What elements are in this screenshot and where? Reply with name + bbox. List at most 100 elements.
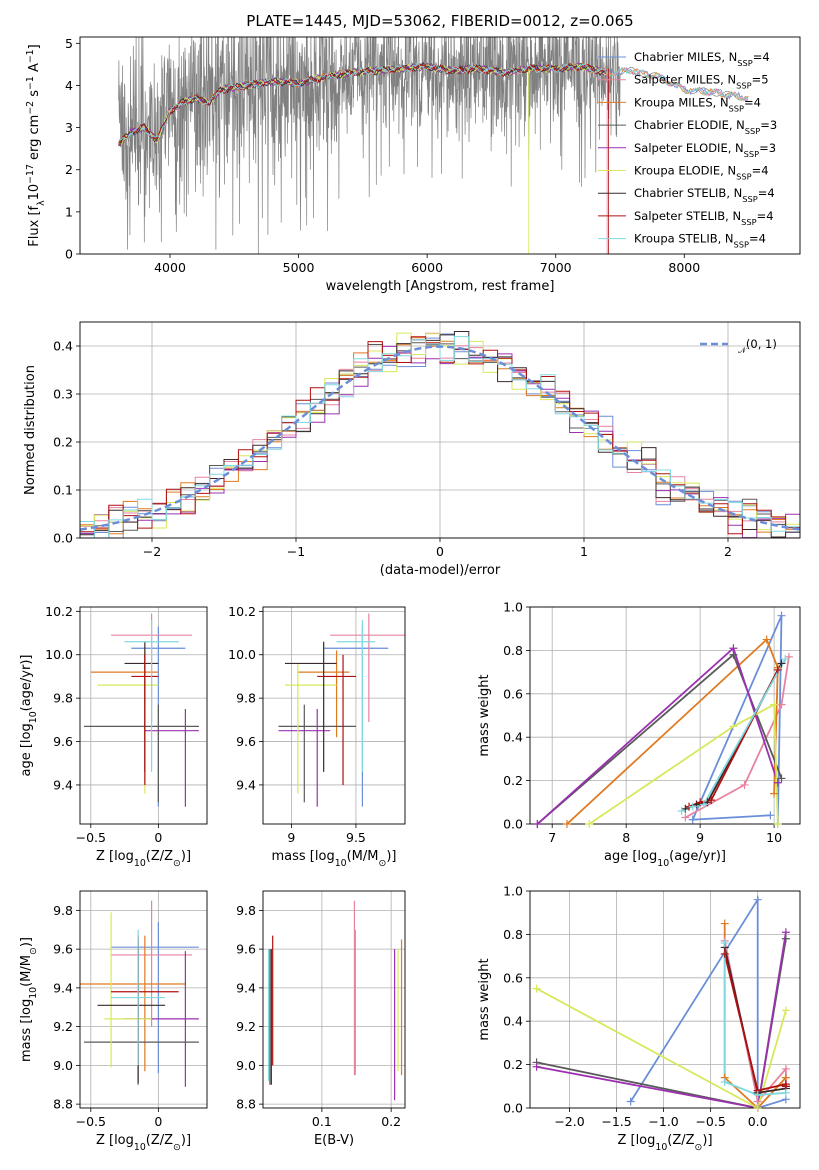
mass-weight-series-4 [536, 938, 787, 1108]
text-segment: (Z/Z [146, 1133, 173, 1148]
y-tick-label: 9.6 [236, 734, 256, 749]
x-tick-label: 9 [696, 830, 704, 845]
mass-weight-series-2 [684, 656, 790, 819]
text-segment: s [27, 90, 42, 101]
mass-weight-point [781, 928, 790, 937]
y-tick-label: 3 [65, 120, 73, 135]
plot-area [84, 613, 199, 807]
x-tick-label: 0.1 [312, 1114, 332, 1129]
text-segment: =4 [753, 50, 770, 64]
text-segment: Normed distribution [23, 365, 38, 495]
y-tick-label: 8.8 [53, 1097, 73, 1112]
x-axis-label: E(B-V) [314, 1133, 354, 1148]
legend-label-1: Chabrier MILES, NSSP=4 [634, 50, 770, 68]
y-axis-label: age [log10(age/yr)] [19, 655, 39, 777]
y-tick-label: 9.6 [53, 942, 73, 957]
y-tick-label: 0.0 [503, 817, 523, 832]
mass-weight-point [720, 949, 729, 958]
text-segment: ] [27, 44, 42, 49]
text-segment: Z [log [617, 1133, 655, 1148]
y-tick-label: 9.4 [53, 980, 73, 995]
axes-frame [262, 890, 406, 1109]
text-segment: )] [181, 1133, 191, 1148]
text-segment: =3 [759, 141, 776, 155]
text-segment: Flux [f [27, 205, 42, 246]
mass-weight-point [707, 796, 716, 805]
mass-weight-point [753, 1090, 762, 1099]
mass-weight-point [766, 811, 775, 820]
panel-mass_weight_vs_Z: −2.0 −1.5 −1.0 −0.5 0.0 0.0 0.2 0.4 0.6 0.8 1.0 Z [… [477, 884, 801, 1153]
text-segment: Chabrier MILES, N [634, 50, 737, 64]
mass-weight-point [681, 804, 690, 813]
text-segment: (Z/Z [667, 1133, 694, 1148]
text-segment: −2 [25, 101, 36, 115]
x-tick-label: 8 [622, 830, 630, 845]
plot-area [80, 900, 199, 1087]
x-axis-label: wavelength [Angstrom, rest frame] [326, 279, 555, 294]
text-segment: =4 [758, 186, 775, 200]
mass-weight-point [729, 644, 738, 653]
text-segment: SSP [734, 240, 749, 250]
text-segment: Salpeter MILES, N [634, 73, 736, 87]
y-tick-label: 1.0 [503, 600, 523, 615]
text-segment: =4 [744, 95, 761, 109]
mass-weight-point [777, 611, 786, 620]
y-tick-label: 1.0 [503, 884, 523, 899]
legend-label-3: Kroupa MILES, NSSP=4 [634, 95, 761, 113]
plot-area [118, 37, 749, 254]
plot-area [536, 615, 790, 824]
text-segment: −17 [25, 164, 36, 184]
mass-weight-point [562, 820, 571, 828]
y-tick-label: 8.8 [236, 1097, 256, 1112]
text-segment: 10 [655, 1142, 667, 1153]
y-axis-label: Normed distribution [23, 365, 38, 495]
x-tick-label: −2 [143, 544, 161, 559]
x-tick-label: 0 [154, 1114, 162, 1129]
x-tick-label: −1 [287, 544, 305, 559]
y-tick-label: 9.4 [236, 980, 256, 995]
mass-weight-point [777, 774, 786, 783]
y-tick-label: 10.0 [45, 647, 73, 662]
text-segment: (Z/Z [146, 849, 173, 864]
text-segment: (age/yr)] [19, 655, 34, 712]
text-segment: λ [36, 200, 47, 206]
x-tick-label: 7000 [540, 260, 572, 275]
y-tick-label: 9.2 [53, 1019, 73, 1034]
text-segment: E(B-V) [314, 1133, 354, 1148]
mass-weight-point [532, 1062, 541, 1071]
y-tick-label: 9.6 [53, 734, 73, 749]
axes-frame [79, 890, 208, 1109]
y-tick-label: 0.6 [503, 686, 523, 701]
text-segment: −1 [25, 76, 36, 90]
x-tick-label: −0.5 [695, 1114, 725, 1129]
y-tick-label: 0.0 [53, 531, 73, 546]
mass-weight-point [740, 780, 749, 789]
mass-weight-point [773, 665, 782, 674]
mass-weight-series-5 [536, 932, 787, 1108]
text-segment: mass weight [477, 674, 492, 756]
text-segment: SSP [745, 126, 760, 136]
mass-weight-point [729, 722, 738, 731]
y-tick-label: 10.0 [228, 647, 256, 662]
text-segment: 10 [28, 711, 39, 723]
mass-weight-series-9 [723, 943, 786, 1096]
normal-legend-label: 𝒩(0, 1) [738, 337, 777, 355]
axes-frame [79, 36, 801, 255]
panel-mass_vs_Z: −0.5 08.89.09.29.49.69.8Z [log10(Z/Z⊙)]ma… [19, 890, 208, 1153]
text-segment: Salpeter STELIB, N [634, 209, 741, 223]
panel-mass_vs_ebv: 0.1 0.2 8.8 9.0 9.2 9.4 9.6 9.8 E(B-V) [236, 890, 406, 1148]
text-segment: SSP [729, 103, 744, 113]
plot-area [278, 613, 405, 807]
mass-weight-point [781, 1064, 790, 1073]
axes-frame [262, 606, 406, 825]
mass-weight-point [773, 778, 782, 787]
normal-curve [80, 345, 800, 531]
text-segment: )] [19, 937, 34, 947]
text-segment: )] [181, 849, 191, 864]
text-segment: age [log [19, 723, 34, 776]
panel-age_vs_mass: 9 9.5 9.4 9.6 9.8 10.0 10.2 mass [log10(M/M⊙)] [228, 604, 406, 869]
text-segment: 10 [28, 987, 39, 999]
mass-weight-point [626, 1097, 635, 1106]
